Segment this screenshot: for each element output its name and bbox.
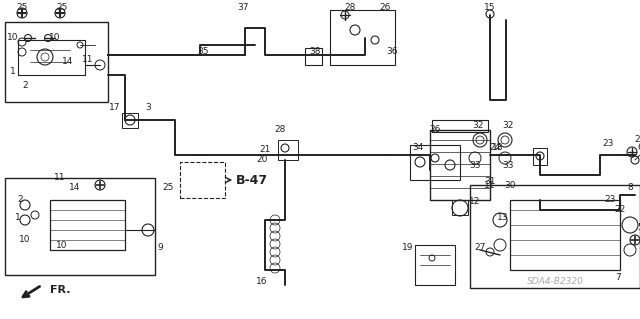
- Text: 2: 2: [22, 80, 28, 90]
- Text: 5: 5: [637, 224, 640, 233]
- Bar: [452, 200, 468, 215]
- Text: 14: 14: [69, 183, 81, 192]
- Text: 23: 23: [604, 196, 616, 204]
- Text: 17: 17: [109, 103, 121, 113]
- Text: 25: 25: [16, 3, 28, 11]
- Text: 8: 8: [627, 183, 633, 192]
- Text: 18: 18: [492, 144, 504, 152]
- Text: 36: 36: [387, 48, 397, 56]
- Text: 12: 12: [469, 197, 481, 206]
- Text: 20: 20: [256, 155, 268, 165]
- Text: 10: 10: [19, 235, 31, 244]
- Text: 10: 10: [49, 33, 61, 42]
- Bar: [5, 22, 108, 102]
- Text: 35: 35: [197, 48, 209, 56]
- Text: 29: 29: [634, 136, 640, 145]
- Text: 32: 32: [502, 122, 514, 130]
- Bar: [510, 200, 620, 270]
- Text: 11: 11: [54, 174, 66, 182]
- Text: 13: 13: [497, 213, 509, 222]
- Text: 31: 31: [484, 177, 496, 187]
- Text: 32: 32: [472, 122, 484, 130]
- Bar: [305, 48, 322, 65]
- Text: 10: 10: [7, 33, 19, 42]
- Text: 15: 15: [484, 3, 496, 11]
- Bar: [410, 145, 460, 180]
- Text: 33: 33: [469, 160, 481, 169]
- Text: 30: 30: [504, 181, 516, 189]
- Text: 24: 24: [490, 144, 500, 152]
- Bar: [432, 120, 488, 132]
- Text: 38: 38: [309, 48, 321, 56]
- Text: 33: 33: [502, 160, 514, 169]
- Bar: [122, 113, 138, 128]
- Text: FR.: FR.: [50, 285, 70, 295]
- Text: 1: 1: [10, 68, 16, 77]
- Bar: [330, 10, 395, 65]
- Text: SDA4-B2320: SDA4-B2320: [527, 278, 584, 286]
- Text: 10: 10: [56, 241, 68, 249]
- Text: 22: 22: [614, 205, 626, 214]
- Text: 16: 16: [256, 278, 268, 286]
- Text: 21: 21: [259, 145, 271, 154]
- Text: 26: 26: [429, 125, 441, 135]
- Text: 34: 34: [412, 144, 424, 152]
- Text: 9: 9: [157, 243, 163, 253]
- Text: 14: 14: [62, 57, 74, 66]
- Bar: [415, 245, 455, 285]
- Text: 7: 7: [615, 273, 621, 283]
- Bar: [278, 140, 298, 160]
- Text: B-47: B-47: [236, 174, 268, 187]
- Text: 11: 11: [83, 56, 93, 64]
- Text: 11: 11: [484, 181, 496, 189]
- Bar: [430, 130, 490, 200]
- Text: 23: 23: [602, 138, 614, 147]
- Bar: [533, 148, 547, 165]
- Text: 26: 26: [380, 3, 390, 11]
- Bar: [50, 200, 125, 250]
- Text: 3: 3: [145, 103, 151, 113]
- Text: 1: 1: [15, 213, 21, 222]
- Bar: [470, 185, 640, 288]
- Text: 28: 28: [344, 3, 356, 11]
- Text: 2: 2: [17, 196, 23, 204]
- Text: 19: 19: [403, 243, 413, 253]
- Text: 6: 6: [637, 144, 640, 152]
- Bar: [180, 162, 225, 198]
- Text: 25: 25: [56, 3, 68, 11]
- Text: 25: 25: [163, 183, 173, 192]
- Text: 27: 27: [474, 243, 486, 253]
- Text: 28: 28: [275, 125, 285, 135]
- Text: 37: 37: [237, 3, 249, 11]
- Bar: [5, 178, 155, 275]
